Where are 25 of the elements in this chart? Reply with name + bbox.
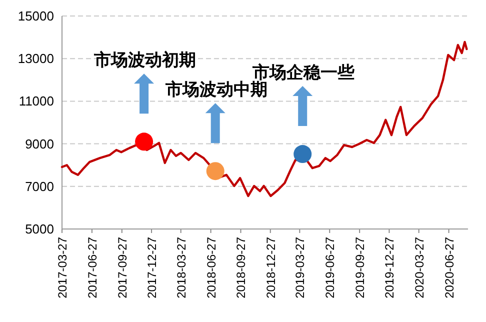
x-tick-label: 2019-09-27 (353, 236, 368, 298)
annotation: 市场波动初期 (93, 50, 196, 71)
line-series (60, 40, 468, 198)
y-tick-label: 15000 (18, 8, 54, 24)
point (206, 162, 224, 180)
point (135, 132, 154, 151)
x-tick-label: 2018-03-27 (174, 236, 188, 298)
x-tick-label: 2018-09-27 (234, 236, 248, 298)
x-tick-label: 2020-06-27 (442, 236, 456, 298)
x-tick-label: 2019-06-27 (323, 236, 338, 298)
x-tick-label: 2017-09-27 (115, 236, 130, 298)
y-tick-label: 9000 (25, 136, 54, 152)
point (294, 145, 312, 164)
y-tick-label: 7000 (25, 178, 54, 194)
x-tick-label: 2020-03-27 (412, 236, 426, 298)
x-tick-label: 2017-03-27 (56, 236, 70, 298)
x-tick-label: 2017-06-27 (85, 236, 100, 298)
y-tick-label: 13000 (18, 51, 54, 66)
x-tick-label: 2019-12-27 (382, 236, 397, 298)
y-tick-label: 11000 (18, 94, 54, 109)
x-tick-label: 2019-03-27 (293, 236, 308, 298)
y-tick-label: 5000 (25, 222, 54, 236)
x-tick-label: 2018-06-27 (204, 236, 218, 298)
x-tick-label: 2017-12-27 (145, 236, 160, 298)
x-tick-label: 2018-12-27 (264, 236, 278, 298)
